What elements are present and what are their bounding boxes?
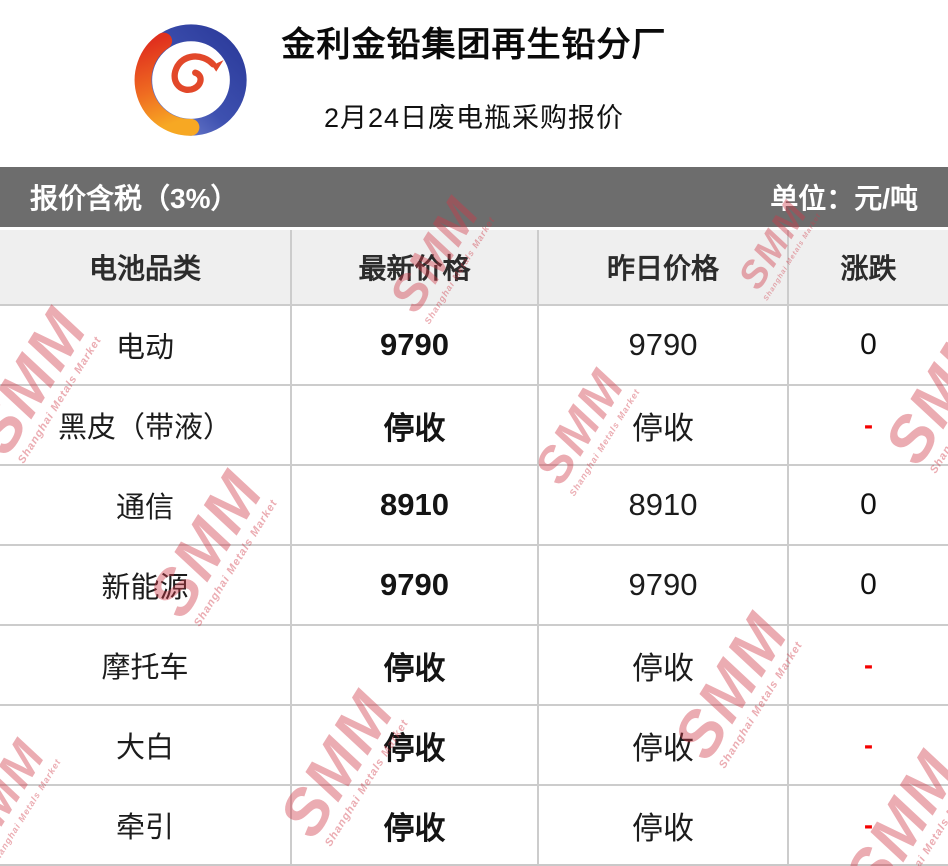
cell-category: 新能源 xyxy=(101,572,189,604)
cell-previous-price: 8910 xyxy=(537,466,787,544)
table-row: 黑皮（带液） 停收 停收 - xyxy=(0,384,948,464)
cell-change: 0 xyxy=(787,306,948,384)
cell-previous-price: 停收 xyxy=(537,706,787,784)
cell-category: 大白 xyxy=(115,732,174,764)
table-header-row: 电池品类 最新价格 昨日价格 涨跌 xyxy=(0,230,948,304)
report-header: 金利金铅集团再生铅分厂 2月24日废电瓶采购报价 xyxy=(0,0,948,167)
cell-previous-price: 停收 xyxy=(537,626,787,704)
cell-change: 0 xyxy=(787,546,948,624)
column-header-change: 涨跌 xyxy=(787,230,948,304)
cell-latest-price: 9790 xyxy=(290,306,537,384)
cell-category: 电动 xyxy=(115,332,174,364)
table-row: 电动 9790 9790 0 xyxy=(0,304,948,384)
cell-category: 黑皮（带液） xyxy=(57,412,232,444)
cell-latest-price: 停收 xyxy=(290,626,537,704)
cell-change: - xyxy=(787,386,948,464)
column-header-previous-price: 昨日价格 xyxy=(537,230,787,304)
cell-previous-price: 停收 xyxy=(537,386,787,464)
cell-latest-price: 停收 xyxy=(290,386,537,464)
company-title: 金利金铅集团再生铅分厂 xyxy=(281,26,667,64)
cell-change: - xyxy=(787,786,948,864)
bottom-divider xyxy=(0,864,948,866)
cell-latest-price: 停收 xyxy=(290,786,537,864)
table-row: 新能源 9790 9790 0 xyxy=(0,544,948,624)
cell-category: 牵引 xyxy=(115,812,174,844)
price-table: 电池品类 最新价格 昨日价格 涨跌 电动 9790 9790 0 黑皮（带液） … xyxy=(0,230,948,864)
cell-latest-price: 8910 xyxy=(290,466,537,544)
tax-unit-bar: 报价含税（3%） 单位：元/吨 xyxy=(0,167,948,227)
cell-previous-price: 停收 xyxy=(537,786,787,864)
table-row: 摩托车 停收 停收 - xyxy=(0,624,948,704)
company-logo-icon xyxy=(128,12,254,146)
unit-label: 单位：元/吨 xyxy=(770,183,918,214)
cell-latest-price: 9790 xyxy=(290,546,537,624)
column-header-category: 电池品类 xyxy=(88,253,201,284)
table-row: 牵引 停收 停收 - xyxy=(0,784,948,864)
cell-category: 通信 xyxy=(115,492,174,524)
table-row: 大白 停收 停收 - xyxy=(0,704,948,784)
column-header-latest-price: 最新价格 xyxy=(290,230,537,304)
table-row: 通信 8910 8910 0 xyxy=(0,464,948,544)
cell-change: 0 xyxy=(787,466,948,544)
tax-label: 报价含税（3%） xyxy=(30,183,239,214)
cell-latest-price: 停收 xyxy=(290,706,537,784)
cell-category: 摩托车 xyxy=(101,652,189,684)
cell-previous-price: 9790 xyxy=(537,306,787,384)
report-subtitle: 2月24日废电瓶采购报价 xyxy=(323,103,625,133)
cell-change: - xyxy=(787,626,948,704)
cell-change: - xyxy=(787,706,948,784)
cell-previous-price: 9790 xyxy=(537,546,787,624)
